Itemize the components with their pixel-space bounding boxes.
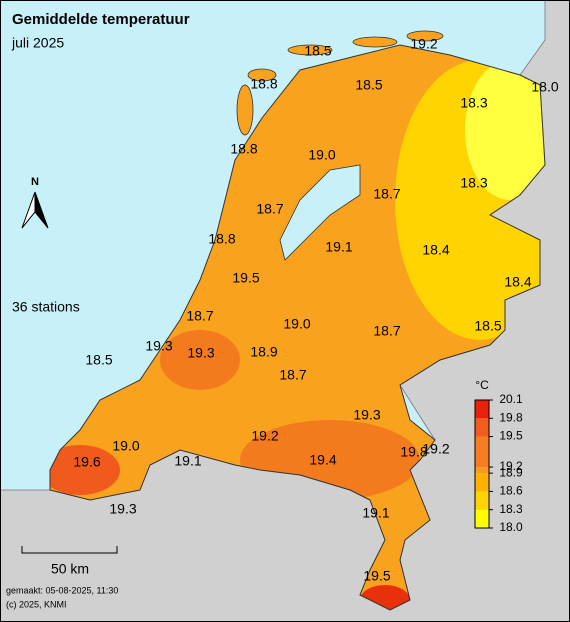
legend-unit: °C: [475, 378, 489, 392]
station-value: 18.3: [460, 95, 487, 111]
station-value: 18.8: [250, 76, 277, 92]
station-value: 18.5: [304, 43, 331, 59]
island: [352, 36, 398, 48]
legend-tick-label: 20.1: [499, 392, 523, 406]
legend-tick-label: 18.9: [499, 465, 523, 479]
field: [465, 60, 545, 200]
station-value: 19.3: [187, 345, 214, 361]
island: [406, 30, 444, 42]
field: [50, 445, 120, 495]
station-value: 18.7: [373, 323, 400, 339]
station-value: 19.2: [410, 36, 437, 52]
station-value: 19.8: [400, 444, 427, 460]
lake: [279, 164, 361, 261]
legend-tick-label: 19.8: [499, 410, 523, 424]
station-value: 19.5: [363, 568, 390, 584]
island: [236, 84, 254, 136]
legend-tick-label: 19.2: [499, 459, 523, 473]
legend-swatch: [475, 418, 489, 437]
field: [160, 330, 240, 390]
station-value: 19.2: [251, 428, 278, 444]
station-value: 19.3: [145, 338, 172, 354]
legend-frame: [474, 399, 490, 529]
north-arrow: [34, 191, 49, 229]
station-value: 19.5: [232, 270, 259, 286]
footer-made: gemaakt: 05-08-2025, 11:30: [6, 585, 118, 595]
station-value: 18.9: [250, 344, 277, 360]
legend-tick-label: 18.6: [499, 484, 523, 498]
station-value: 18.7: [373, 186, 400, 202]
legend-swatch: [475, 473, 489, 492]
station-value: 18.5: [85, 352, 112, 368]
station-value: 18.8: [208, 231, 235, 247]
island: [287, 44, 333, 56]
station-value: 19.2: [422, 441, 449, 457]
island: [247, 68, 277, 82]
station-value: 18.3: [460, 175, 487, 191]
legend-tick-label: 18.0: [499, 520, 523, 534]
scale-bar: [21, 546, 118, 554]
station-value: 18.4: [422, 242, 449, 258]
station-value: 19.3: [109, 501, 136, 517]
subtitle: juli 2025: [11, 35, 64, 51]
station-labels: 18.5 19.2 18.8 18.5 18.0 18.3 18.8 19.0 …: [73, 36, 558, 584]
station-value: 18.7: [279, 367, 306, 383]
legend-swatch: [475, 467, 489, 474]
station-value: 19.6: [73, 454, 100, 470]
station-value: 19.0: [308, 147, 335, 163]
station-value: 18.5: [474, 318, 501, 334]
footer-copyright: (c) 2025, KNMI: [6, 599, 67, 609]
legend-swatch: [475, 491, 489, 510]
station-value: 19.1: [362, 505, 389, 521]
stations-count: 36 stations: [12, 299, 80, 315]
station-value: 18.4: [504, 274, 531, 290]
station-value: 19.0: [112, 438, 139, 454]
legend-swatch: [475, 509, 489, 528]
station-value: 19.1: [325, 239, 352, 255]
north-label: N: [31, 176, 39, 188]
station-value: 18.0: [531, 79, 558, 95]
station-value: 18.7: [186, 308, 213, 324]
station-value: 18.8: [230, 141, 257, 157]
scale-label: 50 km: [51, 561, 89, 577]
station-value: 19.0: [283, 316, 310, 332]
station-value: 18.5: [355, 77, 382, 93]
station-value: 19.4: [309, 452, 336, 468]
legend-tick-label: 18.3: [499, 502, 523, 516]
legend-swatch: [475, 400, 489, 419]
legend: 18.0 18.3 18.6 18.919.2 19.5 19.8 20.1: [474, 392, 523, 534]
station-value: 19.1: [174, 453, 201, 469]
title: Gemiddelde temperatuur: [12, 11, 190, 28]
legend-tick-label: 19.5: [499, 429, 523, 443]
legend-swatch: [475, 436, 489, 468]
station-value: 18.7: [256, 201, 283, 217]
station-value: 19.3: [353, 407, 380, 423]
